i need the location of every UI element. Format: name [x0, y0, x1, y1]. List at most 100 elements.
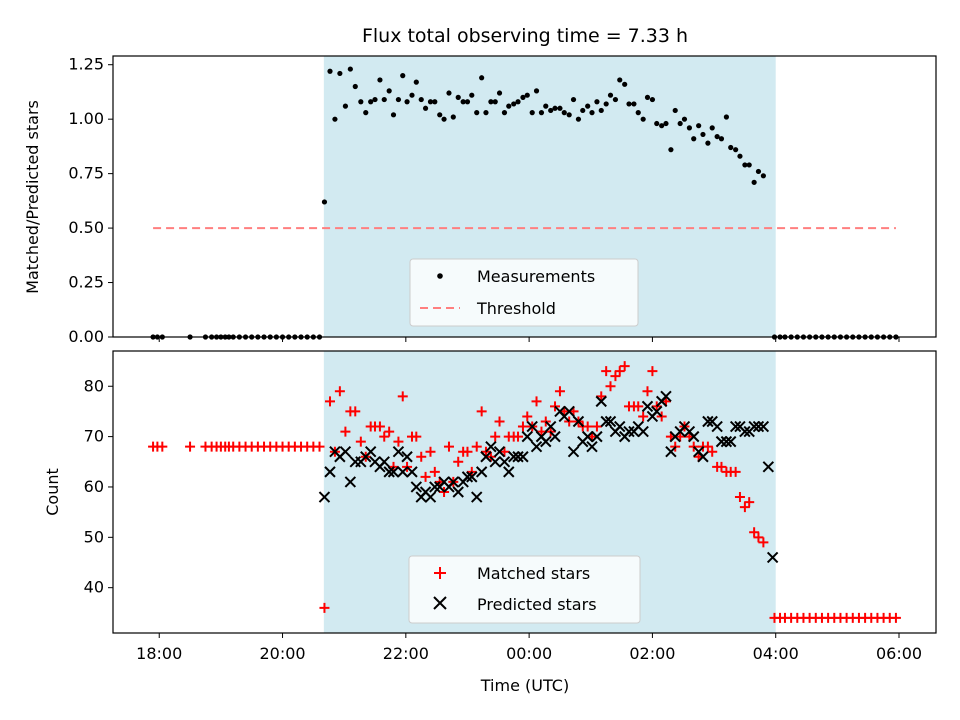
- measurement-point: [332, 116, 338, 122]
- matched-star-point: [314, 441, 325, 452]
- measurement-point: [501, 110, 508, 116]
- top-y-ticks: 0.00 0.25 0.50 0.75 1.00 1.25: [68, 55, 113, 346]
- x-tick-label: 06:00: [876, 644, 922, 663]
- matched-star-point: [702, 441, 713, 452]
- measurement-point: [612, 96, 619, 103]
- bottom-points: [148, 361, 901, 623]
- matched-star-point: [499, 446, 510, 457]
- predicted-star-point: [344, 476, 357, 488]
- measurement-point: [460, 99, 466, 105]
- measurement-point: [400, 73, 406, 79]
- matched-star-point: [476, 406, 487, 417]
- matched-star-point: [758, 537, 769, 548]
- predicted-star-point: [452, 486, 464, 498]
- matched-star-point: [749, 527, 760, 538]
- y-tick-label: 40: [84, 578, 104, 597]
- measurement-point: [686, 125, 693, 131]
- matched-star-point: [619, 361, 630, 372]
- measurement-point: [635, 110, 641, 116]
- measurement-point: [626, 101, 632, 107]
- measurement-point: [496, 90, 503, 96]
- predicted-star-point: [563, 405, 575, 418]
- predicted-star-point: [526, 420, 538, 433]
- matched-star-point: [716, 461, 727, 472]
- matched-star-point: [707, 446, 718, 457]
- y-tick-label: 70: [84, 427, 104, 446]
- predicted-star-point: [387, 466, 400, 478]
- top-y-axis-label: Matched/Predicted stars: [23, 100, 42, 294]
- measurement-point: [488, 99, 494, 105]
- matched-star-point: [517, 421, 528, 432]
- matched-star-point: [890, 612, 901, 623]
- measurement-point: [413, 79, 419, 85]
- matched-star-point: [734, 492, 745, 503]
- measurement-point: [363, 110, 369, 116]
- measurement-point: [557, 105, 563, 111]
- measurement-point: [728, 144, 734, 151]
- predicted-star-point: [318, 491, 331, 503]
- y-tick-label: 60: [84, 477, 104, 496]
- chart-title: Flux total observing time = 7.33 h: [362, 25, 688, 47]
- predicted-star-point: [392, 446, 405, 458]
- matched-star-point: [379, 431, 390, 442]
- predicted-star-point: [595, 395, 607, 408]
- predicted-star-point: [729, 420, 742, 433]
- measurement-point: [474, 110, 480, 116]
- predicted-star-point: [752, 420, 765, 433]
- predicted-star-point: [471, 491, 483, 503]
- predicted-star-point: [586, 440, 598, 453]
- measurement-point: [347, 66, 353, 72]
- predicted-star-point: [637, 425, 649, 438]
- measurement-point: [543, 103, 549, 109]
- measurement-point: [585, 103, 591, 109]
- y-tick-label: 0.25: [68, 273, 104, 292]
- x-tick-label: 02:00: [629, 644, 675, 663]
- measurement-point: [483, 110, 489, 116]
- predicted-star-point: [512, 451, 524, 463]
- predicted-star-point: [493, 446, 506, 458]
- bottom-x-ticks: 18:00 20:00 22:00 00:00 02:00 04:00 06:00: [136, 633, 922, 663]
- x-tick-label: 00:00: [506, 644, 552, 663]
- matched-star-point: [340, 426, 351, 437]
- predicted-star-point: [397, 466, 409, 478]
- predicted-star-point: [715, 435, 728, 448]
- predicted-star-point: [600, 415, 612, 428]
- x-tick-label: 20:00: [259, 644, 305, 663]
- measurement-point: [746, 162, 752, 168]
- measurement-point: [733, 147, 739, 153]
- bottom-y-ticks: 40 50 60 70 80: [84, 376, 113, 597]
- measurement-point: [524, 92, 530, 98]
- predicted-star-point: [324, 466, 336, 478]
- predicted-star-point: [725, 435, 737, 448]
- x-tick-label: 04:00: [753, 644, 799, 663]
- matched-star-point: [319, 602, 330, 613]
- predicted-star-point: [475, 466, 488, 478]
- measurement-point: [515, 99, 521, 105]
- measurement-point: [422, 105, 429, 111]
- measurement-point: [709, 125, 715, 131]
- predicted-star-point: [581, 430, 594, 443]
- matched-star-point: [591, 421, 602, 432]
- measurement-point: [381, 96, 387, 103]
- measurement-point: [668, 147, 674, 153]
- measurement-point: [441, 116, 447, 122]
- measurement-point: [649, 96, 656, 103]
- y-tick-label: 0.50: [68, 218, 104, 237]
- y-tick-label: 80: [84, 376, 104, 395]
- measurement-point: [672, 107, 678, 114]
- top-plot-frame: [112, 55, 937, 338]
- measurement-point: [368, 99, 374, 105]
- matched-star-point: [638, 411, 649, 422]
- matched-star-point: [554, 386, 565, 397]
- top-x-ticks: [158, 337, 900, 342]
- predicted-star-point: [665, 446, 677, 458]
- predicted-star-point: [364, 446, 377, 458]
- measurement-point: [718, 136, 725, 142]
- matched-star-point: [596, 391, 607, 402]
- predicted-star-point: [461, 471, 474, 483]
- measurement-point: [520, 94, 526, 100]
- predicted-star-point: [591, 430, 603, 443]
- measurement-point: [696, 123, 702, 129]
- measurement-point: [723, 114, 729, 120]
- measurement-point: [479, 75, 485, 81]
